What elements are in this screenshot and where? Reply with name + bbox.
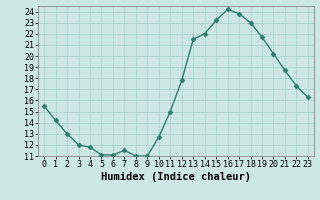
X-axis label: Humidex (Indice chaleur): Humidex (Indice chaleur): [101, 172, 251, 182]
